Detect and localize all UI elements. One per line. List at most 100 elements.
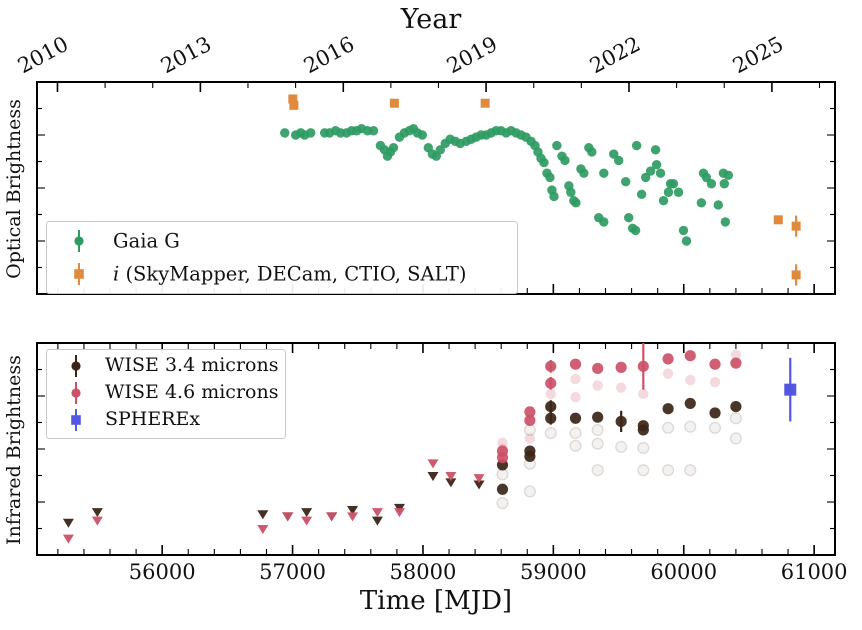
data-point [388,143,399,153]
data-point [545,412,557,424]
data-point [730,349,742,360]
data-point [662,403,674,415]
data-point [719,179,729,189]
data-point [637,424,649,436]
upper-limit-point [257,510,269,520]
data-point [288,94,298,104]
upper-limit-point [347,512,359,522]
data-point [570,373,581,385]
ghost-point [637,441,650,455]
ghost-point [496,496,509,510]
data-point [560,155,570,166]
data-point [545,388,556,400]
data-point [681,236,692,246]
mjd-tick-label: 59000 [519,560,587,584]
data-point [701,172,712,183]
year-tick-label: 2019 [442,31,502,79]
data-point [615,382,627,393]
data-point [637,360,649,372]
data-point [621,176,631,187]
data-point [552,140,562,151]
year-tick-label: 2013 [157,31,216,79]
wise34-marker-icon [66,353,86,383]
data-point [569,358,582,370]
data-point [592,411,604,423]
data-point [571,198,581,208]
data-point [587,147,597,157]
ghost-point [708,421,722,434]
data-point [545,360,557,372]
data-point [668,179,679,189]
data-point [709,407,721,419]
data-point [630,225,641,236]
spherex-marker-icon [66,407,86,437]
legend-marker-glyph [71,382,81,404]
upper-limit-point [445,472,457,482]
data-point [709,358,721,370]
data-point [417,130,428,140]
data-point [624,212,634,223]
infrared-legend: WISE 3.4 microns WISE 4.6 microns SPHERE… [46,349,286,439]
legend-label-iband: i (SkyMapper, DECam, CTIO, SALT) [113,262,467,286]
data-point [435,145,446,155]
upper-limit-point [326,512,338,522]
ghost-point [637,464,650,477]
mjd-tick-label: 56000 [128,560,196,584]
upper-limit-point [473,474,485,484]
upper-limit-point [393,508,405,518]
data-point [599,168,609,178]
data-point [389,98,399,108]
mjd-tick-label: 60000 [650,560,718,584]
data-point [496,451,509,464]
data-point [662,353,674,365]
data-point [640,172,651,183]
year-tick-label: 2025 [728,31,788,79]
year-tick-label: 2010 [14,31,73,79]
data-point [579,168,589,178]
data-point [723,170,734,180]
data-point [524,433,536,444]
upper-limit-point [371,516,383,526]
ghost-point [729,432,743,445]
data-point [636,189,647,200]
data-point [773,215,783,225]
legend-item-gaia: Gaia G [47,226,517,258]
data-point [496,483,509,495]
data-point [791,270,801,280]
legend-marker-glyph [71,355,81,377]
ghost-point [496,468,509,481]
iband-marker-icon [69,261,89,291]
data-point [545,377,557,389]
data-point [592,362,604,375]
ghost-point [523,485,536,498]
data-point [650,145,661,155]
data-point [706,179,717,189]
data-point [684,397,696,410]
legend-marker-glyph [74,263,84,285]
ghost-point [569,426,582,440]
data-point [368,126,379,136]
data-point [713,200,723,210]
legend-item-wise34: WISE 3.4 microns [47,353,285,379]
ghost-point [661,464,675,477]
data-point [615,415,627,428]
legend-label-wise46: WISE 4.6 microns [105,381,279,404]
data-point [599,217,609,227]
data-point [545,401,557,413]
mjd-tick-label: 57000 [259,560,326,584]
data-point [549,191,559,202]
upper-limit-point [427,459,439,469]
top-axis-title: Year [400,4,462,35]
ghost-point [569,439,582,452]
optical-ylabel: Optical Brightness [3,99,25,279]
legend-label-wise34: WISE 3.4 microns [105,354,279,377]
data-point [480,98,490,108]
data-point [524,406,536,418]
legend-marker-glyph [71,409,81,431]
data-point [662,368,674,379]
infrared-panel [36,342,836,556]
data-point [730,401,742,413]
ghost-point [591,437,604,450]
data-point [524,414,536,426]
ghost-point [615,440,628,453]
